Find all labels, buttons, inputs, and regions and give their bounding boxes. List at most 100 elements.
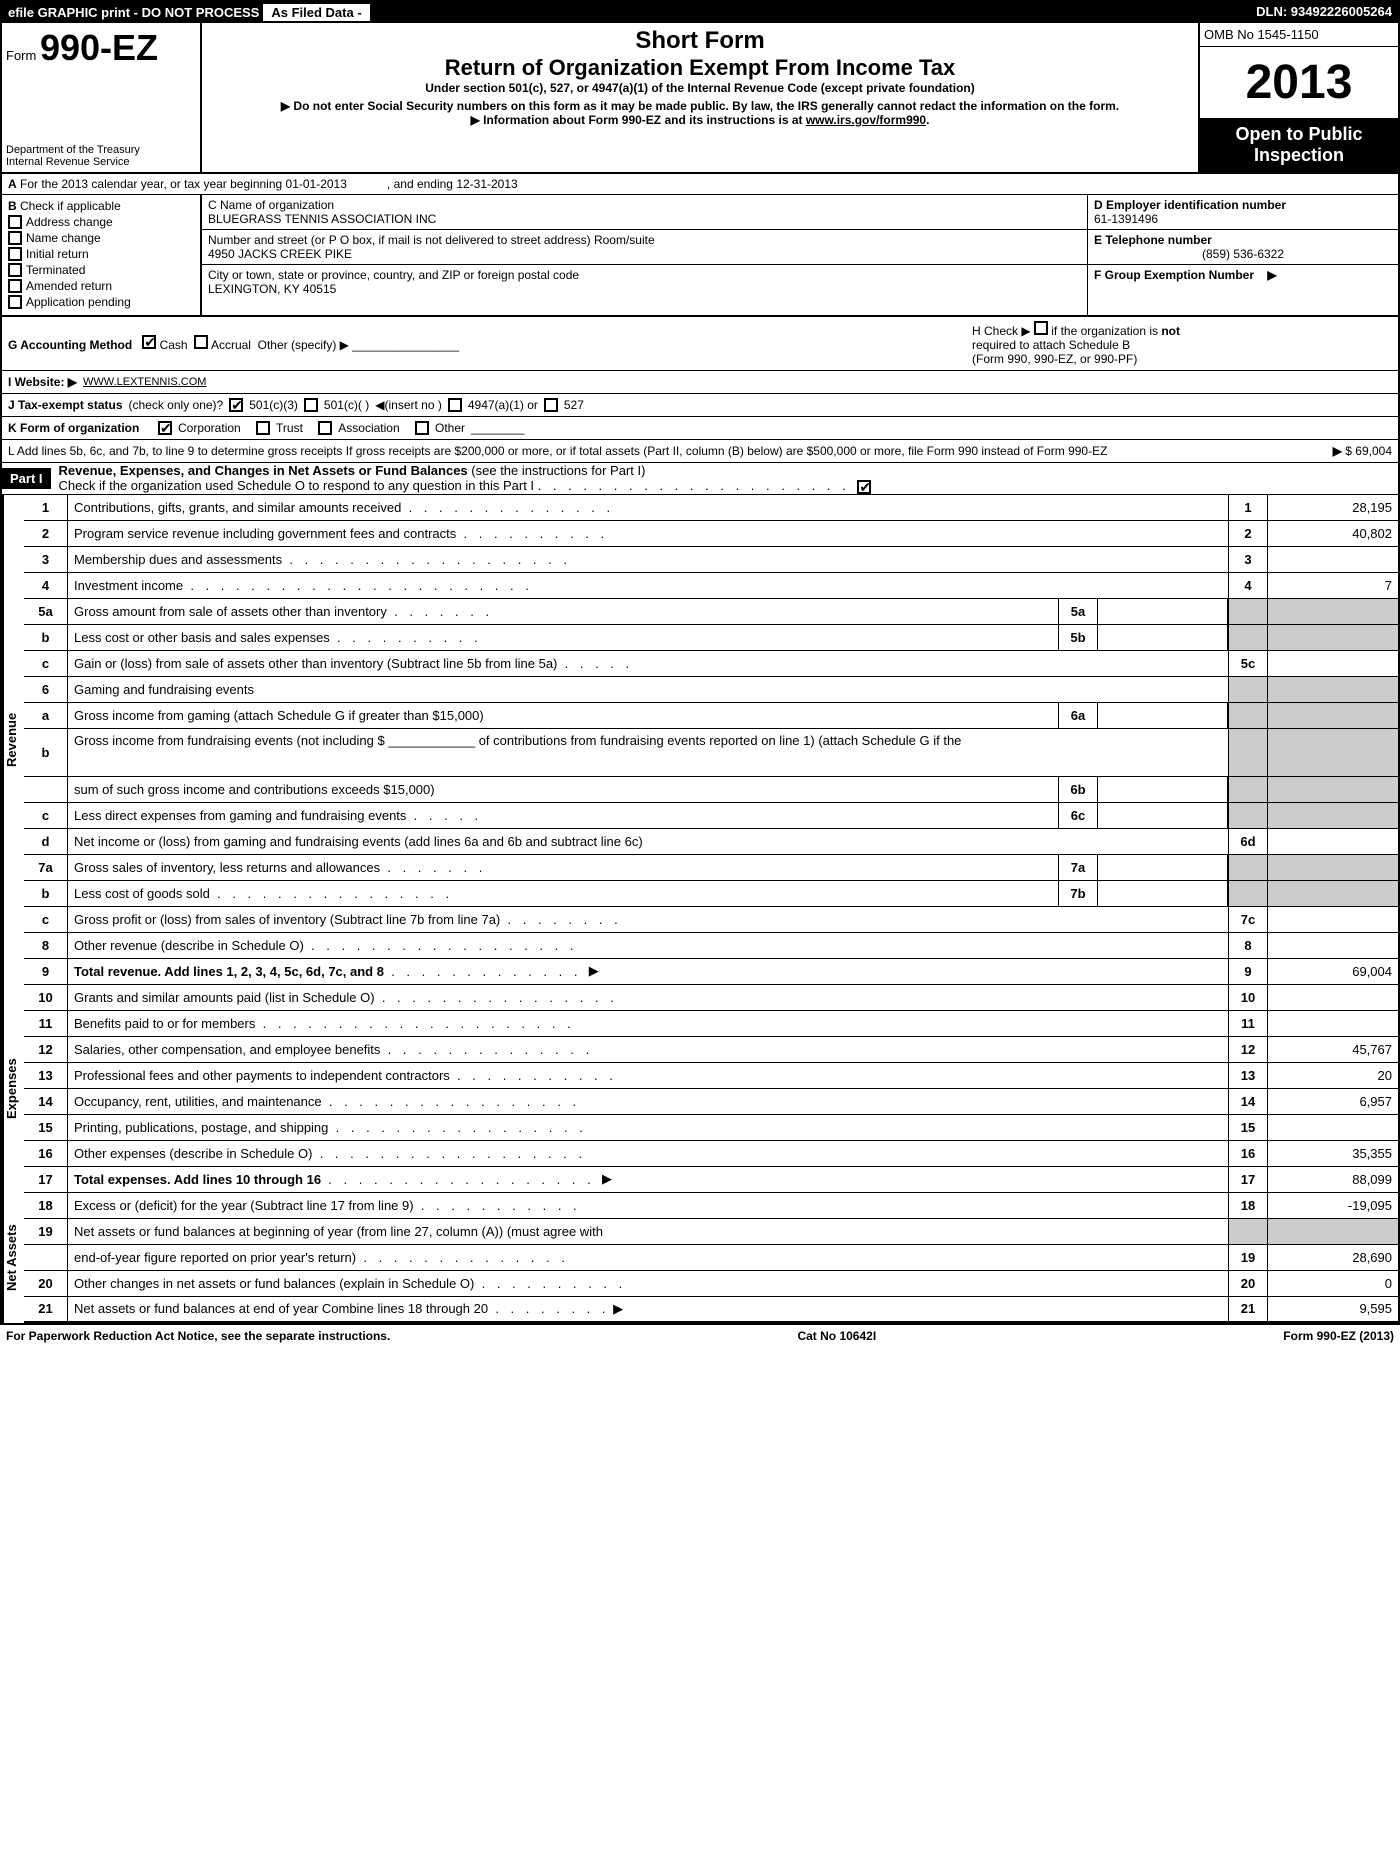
chk-schedule-o[interactable] <box>857 480 871 494</box>
chk-accrual[interactable] <box>194 335 208 349</box>
chk-address-change[interactable] <box>8 215 22 229</box>
chk-corp[interactable] <box>158 421 172 435</box>
chk-assoc[interactable] <box>318 421 332 435</box>
ln-6d-val <box>1268 829 1398 854</box>
calendar-year: For the 2013 calendar year, or tax year … <box>20 177 347 191</box>
chk-501c3[interactable] <box>229 398 243 412</box>
chk-cash[interactable] <box>142 335 156 349</box>
ln-17-num: 17 <box>24 1167 68 1192</box>
ln-15-num: 15 <box>24 1115 68 1140</box>
ln-5b-desc: Less cost or other basis and sales expen… <box>74 630 330 645</box>
ln-5a-num: 5a <box>24 599 68 624</box>
open-public-2: Inspection <box>1206 145 1392 166</box>
chk-terminated[interactable] <box>8 263 22 277</box>
ln-8-desc: Other revenue (describe in Schedule O) <box>74 938 304 953</box>
chk-initial-return[interactable] <box>8 247 22 261</box>
ln-1-desc: Contributions, gifts, grants, and simila… <box>74 500 401 515</box>
netassets-section: Net Assets 18Excess or (deficit) for the… <box>2 1193 1398 1323</box>
ln-7a-mn: 7a <box>1058 855 1098 880</box>
ln-19-desc1: Net assets or fund balances at beginning… <box>74 1224 603 1239</box>
ln-2-num: 2 <box>24 521 68 546</box>
revenue-label: Revenue <box>2 495 24 985</box>
f-arrow: ▶ <box>1267 268 1276 282</box>
ln-17-rn: 17 <box>1228 1167 1268 1192</box>
open-public-1: Open to Public <box>1206 124 1392 145</box>
row-i: I Website: ▶ WWW.LEXTENNIS.COM <box>2 371 1398 394</box>
ln-21-num: 21 <box>24 1297 68 1321</box>
ln-20-val: 0 <box>1268 1271 1398 1296</box>
chk-name-change[interactable] <box>8 231 22 245</box>
lbl-501c3: 501(c)(3) <box>249 398 298 412</box>
footer-form: Form 990-EZ (2013) <box>1283 1329 1394 1343</box>
label-b: B <box>8 199 17 213</box>
part-i-title: Revenue, Expenses, and Changes in Net As… <box>59 463 468 478</box>
c-name-label: C Name of organization <box>208 198 1081 212</box>
ln-7b-desc: Less cost of goods sold <box>74 886 210 901</box>
ln-5a-mv <box>1098 599 1228 624</box>
ln-19-desc2: end-of-year figure reported on prior yea… <box>74 1250 356 1265</box>
ln-9-val: 69,004 <box>1268 959 1398 984</box>
ln-6a-mn: 6a <box>1058 703 1098 728</box>
ln-6-rn <box>1228 677 1268 702</box>
ln-13-num: 13 <box>24 1063 68 1088</box>
subtitle: Under section 501(c), 527, or 4947(a)(1)… <box>210 81 1190 95</box>
efile-notice: efile GRAPHIC print - DO NOT PROCESS <box>8 5 259 20</box>
ln-6b-rn-s <box>1228 729 1268 776</box>
ln-15-val <box>1268 1115 1398 1140</box>
footer-cat: Cat No 10642I <box>797 1329 876 1343</box>
website-link[interactable]: WWW.LEXTENNIS.COM <box>83 376 206 388</box>
chk-4947[interactable] <box>448 398 462 412</box>
ln-1-val: 28,195 <box>1268 495 1398 520</box>
chk-trust[interactable] <box>256 421 270 435</box>
notice-info: ▶ Information about Form 990-EZ and its … <box>471 113 806 127</box>
row-l: L Add lines 5b, 6c, and 7b, to line 9 to… <box>2 440 1398 463</box>
org-city: LEXINGTON, KY 40515 <box>208 282 1081 296</box>
ln-19-rn: 19 <box>1228 1245 1268 1270</box>
ln-6b2-num <box>24 777 68 802</box>
ln-6c-desc: Less direct expenses from gaming and fun… <box>74 808 406 823</box>
chk-app-pending[interactable] <box>8 295 22 309</box>
lbl-address-change: Address change <box>26 215 113 229</box>
chk-amended[interactable] <box>8 279 22 293</box>
ln-16-num: 16 <box>24 1141 68 1166</box>
ln-21-desc: Net assets or fund balances at end of ye… <box>74 1301 488 1316</box>
lbl-corp: Corporation <box>178 421 241 435</box>
ln-20-desc: Other changes in net assets or fund bala… <box>74 1276 474 1291</box>
ln-16-rn: 16 <box>1228 1141 1268 1166</box>
ln-8-val <box>1268 933 1398 958</box>
h-forms: (Form 990, 990-EZ, or 990-PF) <box>972 352 1137 366</box>
chk-other-org[interactable] <box>415 421 429 435</box>
ln-6-num: 6 <box>24 677 68 702</box>
ln-5c-desc: Gain or (loss) from sale of assets other… <box>74 656 557 671</box>
chk-h[interactable] <box>1034 321 1048 335</box>
org-name: BLUEGRASS TENNIS ASSOCIATION INC <box>208 212 1081 226</box>
short-form: Short Form <box>210 27 1190 55</box>
ln-3-rn: 3 <box>1228 547 1268 572</box>
chk-501c[interactable] <box>304 398 318 412</box>
col-b: B Check if applicable Address change Nam… <box>2 195 202 315</box>
expenses-label: Expenses <box>2 985 24 1193</box>
ln-4-rn: 4 <box>1228 573 1268 598</box>
col-def: D Employer identification number 61-1391… <box>1088 195 1398 315</box>
ln-6b-desc2: sum of such gross income and contributio… <box>74 782 435 797</box>
ln-6c-mn: 6c <box>1058 803 1098 828</box>
irs-link[interactable]: www.irs.gov/form990 <box>806 113 926 127</box>
j-text: (check only one)? <box>129 398 224 412</box>
lbl-501c: 501(c)( ) <box>324 398 369 412</box>
ln-6d-num: d <box>24 829 68 854</box>
ln-1-rn: 1 <box>1228 495 1268 520</box>
ln-5b-mn: 5b <box>1058 625 1098 650</box>
ln-6a-desc: Gross income from gaming (attach Schedul… <box>74 708 484 723</box>
ln-3-num: 3 <box>24 547 68 572</box>
chk-527[interactable] <box>544 398 558 412</box>
ln-5c-rn: 5c <box>1228 651 1268 676</box>
footer: For Paperwork Reduction Act Notice, see … <box>0 1325 1400 1347</box>
ln-10-rn: 10 <box>1228 985 1268 1010</box>
lbl-assoc: Association <box>338 421 399 435</box>
ln-3-desc: Membership dues and assessments <box>74 552 282 567</box>
section-bcdef: B Check if applicable Address change Nam… <box>2 195 1398 317</box>
ln-6b-rv <box>1268 777 1398 802</box>
lbl-initial-return: Initial return <box>26 247 89 261</box>
ln-5b-num: b <box>24 625 68 650</box>
ln-5a-rn <box>1228 599 1268 624</box>
